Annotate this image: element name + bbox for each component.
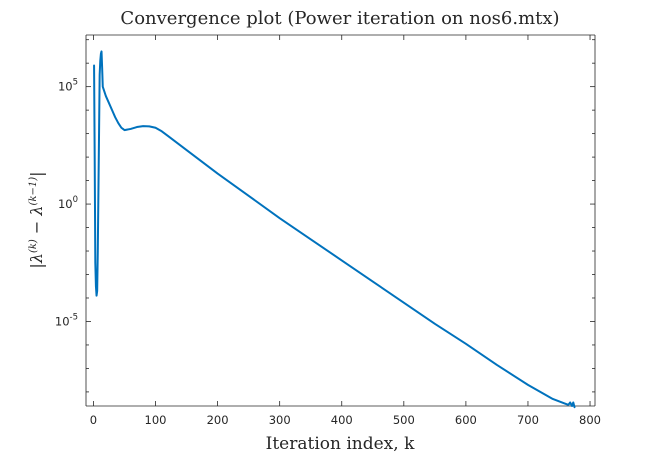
x-tick-label: 600 — [455, 413, 477, 427]
y-tick-label: 10-5 — [55, 312, 78, 328]
x-tick-label: 200 — [207, 413, 229, 427]
x-tick-label: 400 — [331, 413, 353, 427]
axis-ticks — [86, 35, 595, 406]
series-line — [93, 50, 576, 409]
y-tick-label: 105 — [58, 78, 78, 94]
y-axis-label: |λ(k) − λ(k−1)| — [27, 171, 46, 268]
x-tick-label: 800 — [579, 413, 601, 427]
y-tick-label: 100 — [58, 195, 78, 211]
plot-frame — [85, 34, 596, 407]
x-tick-labels: 0 100 200 300 400 500 600 700 800 — [90, 413, 601, 427]
x-axis-label: Iteration index, k — [266, 434, 415, 454]
x-tick-label: 0 — [90, 413, 97, 427]
x-tick-label: 300 — [269, 413, 291, 427]
x-tick-label: 100 — [145, 413, 167, 427]
x-tick-label: 500 — [393, 413, 415, 427]
chart-title: Convergence plot (Power iteration on nos… — [120, 8, 559, 29]
y-tick-labels: 10-5 100 105 — [55, 78, 78, 329]
x-tick-label: 700 — [517, 413, 539, 427]
